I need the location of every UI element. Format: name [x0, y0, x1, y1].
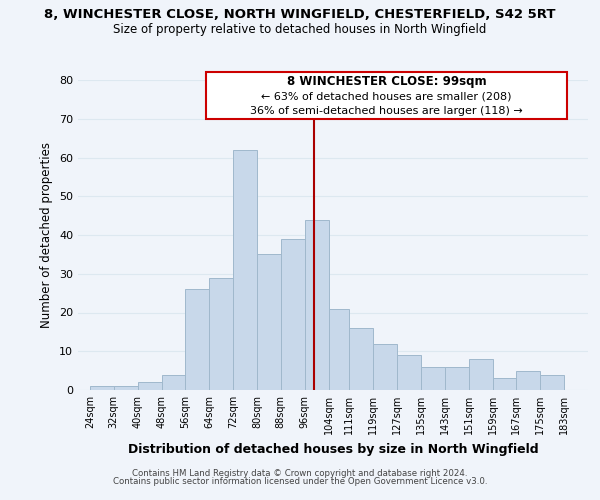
Bar — [281, 239, 305, 390]
Text: 8, WINCHESTER CLOSE, NORTH WINGFIELD, CHESTERFIELD, S42 5RT: 8, WINCHESTER CLOSE, NORTH WINGFIELD, CH… — [44, 8, 556, 20]
Bar — [349, 328, 373, 390]
Bar — [373, 344, 397, 390]
Bar — [114, 386, 137, 390]
Text: ← 63% of detached houses are smaller (208): ← 63% of detached houses are smaller (20… — [262, 92, 512, 102]
Bar — [90, 386, 114, 390]
Text: Distribution of detached houses by size in North Wingfield: Distribution of detached houses by size … — [128, 442, 538, 456]
Bar — [540, 374, 564, 390]
Bar — [469, 359, 493, 390]
Bar — [329, 308, 349, 390]
Text: Contains HM Land Registry data © Crown copyright and database right 2024.: Contains HM Land Registry data © Crown c… — [132, 468, 468, 477]
Bar — [517, 370, 540, 390]
Bar — [209, 278, 233, 390]
Bar — [421, 367, 445, 390]
Text: 8 WINCHESTER CLOSE: 99sqm: 8 WINCHESTER CLOSE: 99sqm — [287, 75, 487, 88]
Text: Contains public sector information licensed under the Open Government Licence v3: Contains public sector information licen… — [113, 477, 487, 486]
Bar — [493, 378, 517, 390]
Bar — [185, 289, 209, 390]
Bar — [233, 150, 257, 390]
Text: Size of property relative to detached houses in North Wingfield: Size of property relative to detached ho… — [113, 22, 487, 36]
Bar — [257, 254, 281, 390]
Bar — [161, 374, 185, 390]
Bar — [305, 220, 329, 390]
Bar — [397, 355, 421, 390]
Text: 36% of semi-detached houses are larger (118) →: 36% of semi-detached houses are larger (… — [250, 106, 523, 117]
Y-axis label: Number of detached properties: Number of detached properties — [40, 142, 53, 328]
Bar — [445, 367, 469, 390]
Bar — [137, 382, 161, 390]
